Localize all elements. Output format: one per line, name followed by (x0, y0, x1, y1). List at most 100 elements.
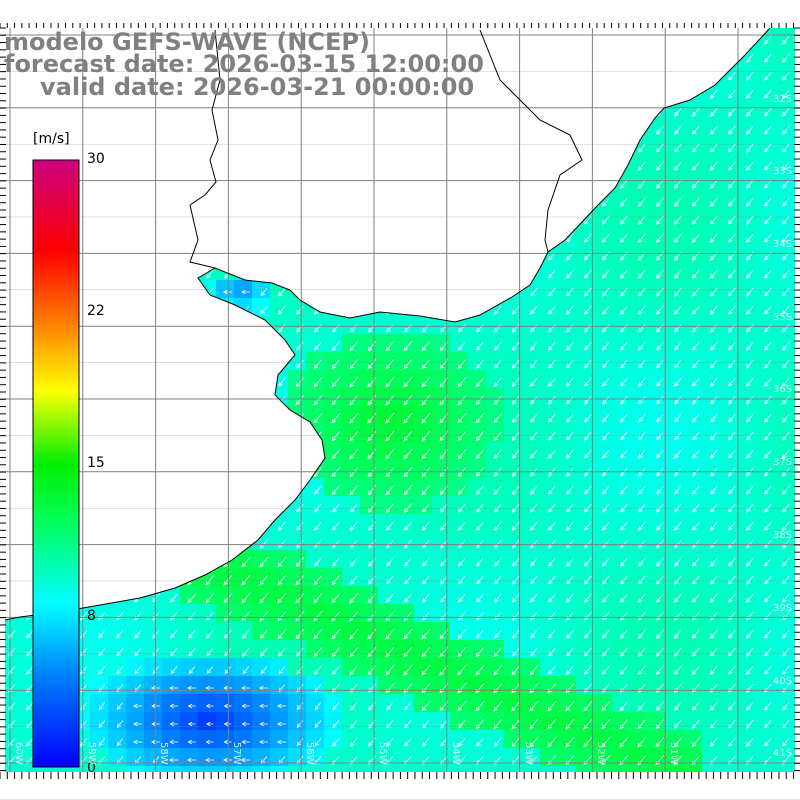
wind-speed-cell (540, 298, 559, 317)
wind-arrow (620, 413, 628, 423)
wind-speed-cell (486, 460, 505, 479)
wind-arrow (331, 592, 341, 604)
wind-speed-cell (540, 496, 559, 515)
wind-arrow (584, 665, 592, 675)
wind-speed-cell (5, 766, 19, 772)
wind-arrow (170, 449, 178, 459)
wind-speed-cell (576, 748, 595, 767)
wind-arrow (349, 610, 359, 622)
wind-arrow (170, 287, 178, 297)
wind-speed-cell (414, 514, 433, 533)
wind-speed-cell (468, 118, 487, 137)
wind-speed-cell (180, 766, 199, 772)
wind-arrow (260, 143, 268, 153)
wind-arrow (116, 269, 124, 279)
wind-arrow (98, 557, 106, 567)
wind-speed-cell (522, 568, 541, 587)
wind-speed-cell (306, 532, 325, 551)
wind-arrow (764, 125, 772, 135)
wind-speed-cell (126, 658, 145, 677)
wind-arrow (295, 629, 305, 640)
wind-arrow (170, 233, 178, 243)
wind-speed-cell (144, 514, 163, 533)
wind-speed-cell (504, 622, 523, 641)
wind-arrow (367, 628, 377, 640)
wind-speed-cell (360, 280, 379, 299)
wind-speed-cell (468, 550, 487, 569)
wind-speed-cell (234, 190, 253, 209)
wind-arrow (638, 53, 646, 63)
wind-speed-cell (468, 730, 487, 749)
wind-arrow (386, 35, 394, 45)
wind-speed-cell (324, 766, 343, 772)
wind-speed-cell (540, 424, 559, 443)
wind-speed-cell (126, 280, 145, 299)
wind-speed-cell (5, 154, 19, 173)
wind-arrow (458, 215, 466, 225)
wind-arrow (26, 665, 34, 675)
wind-speed-cell (792, 514, 795, 533)
wind-speed-cell (666, 352, 685, 371)
wind-arrow (692, 557, 700, 567)
wind-speed-cell (414, 532, 433, 551)
wind-arrow (764, 215, 772, 225)
wind-speed-cell (648, 748, 667, 767)
wind-speed-cell (666, 64, 685, 83)
wind-speed-cell (306, 118, 325, 137)
wind-arrow (295, 449, 305, 460)
wind-arrow (26, 521, 34, 531)
wind-arrow (584, 341, 592, 351)
wind-speed-cell (738, 514, 757, 533)
wind-speed-cell (360, 172, 379, 191)
wind-speed-cell (720, 730, 739, 749)
wind-arrow (602, 233, 610, 243)
wind-speed-cell (612, 748, 631, 767)
wind-speed-cell (774, 460, 793, 479)
wind-arrow (331, 395, 341, 406)
wind-arrow (457, 359, 467, 370)
wind-speed-cell (468, 190, 487, 209)
wind-speed-cell (666, 136, 685, 155)
wind-arrow (404, 107, 412, 117)
wind-speed-cell (594, 514, 613, 533)
wind-speed-cell (684, 550, 703, 569)
wind-arrow (476, 521, 484, 531)
wind-arrow (602, 683, 610, 693)
lon-label: 55W (377, 742, 388, 765)
wind-speed-cell (594, 316, 613, 335)
wind-speed-cell (594, 712, 613, 731)
wind-speed-cell (468, 136, 487, 155)
wind-speed-cell (630, 568, 649, 587)
wind-arrow (656, 395, 664, 405)
wind-speed-cell (666, 262, 685, 281)
wind-speed-cell (576, 532, 595, 551)
wind-speed-cell (738, 496, 757, 515)
wind-arrow (295, 395, 305, 406)
wind-arrow (476, 179, 484, 189)
wind-speed-cell (252, 460, 271, 479)
wind-speed-cell (324, 496, 343, 515)
wind-speed-cell (378, 658, 397, 677)
wind-arrow (602, 431, 610, 441)
wind-speed-cell (504, 766, 523, 772)
wind-arrow (691, 233, 700, 243)
wind-speed-cell (216, 586, 235, 605)
wind-speed-cell (522, 748, 541, 767)
wind-arrow (764, 287, 772, 297)
wind-arrow (98, 359, 106, 369)
wind-arrow (493, 431, 503, 442)
wind-arrow (782, 431, 790, 441)
wind-speed-cell (378, 550, 397, 569)
wind-speed-cell (756, 64, 775, 83)
wind-speed-cell (738, 28, 757, 47)
wind-arrow (638, 557, 646, 567)
wind-speed-cell (342, 172, 361, 191)
wind-speed-cell (540, 388, 559, 407)
wind-arrow (728, 359, 736, 369)
wind-speed-cell (5, 298, 19, 317)
wind-speed-cell (684, 442, 703, 461)
wind-arrow (620, 521, 628, 531)
wind-arrow (332, 539, 340, 549)
wind-arrow (26, 395, 34, 405)
wind-speed-cell (774, 370, 793, 389)
